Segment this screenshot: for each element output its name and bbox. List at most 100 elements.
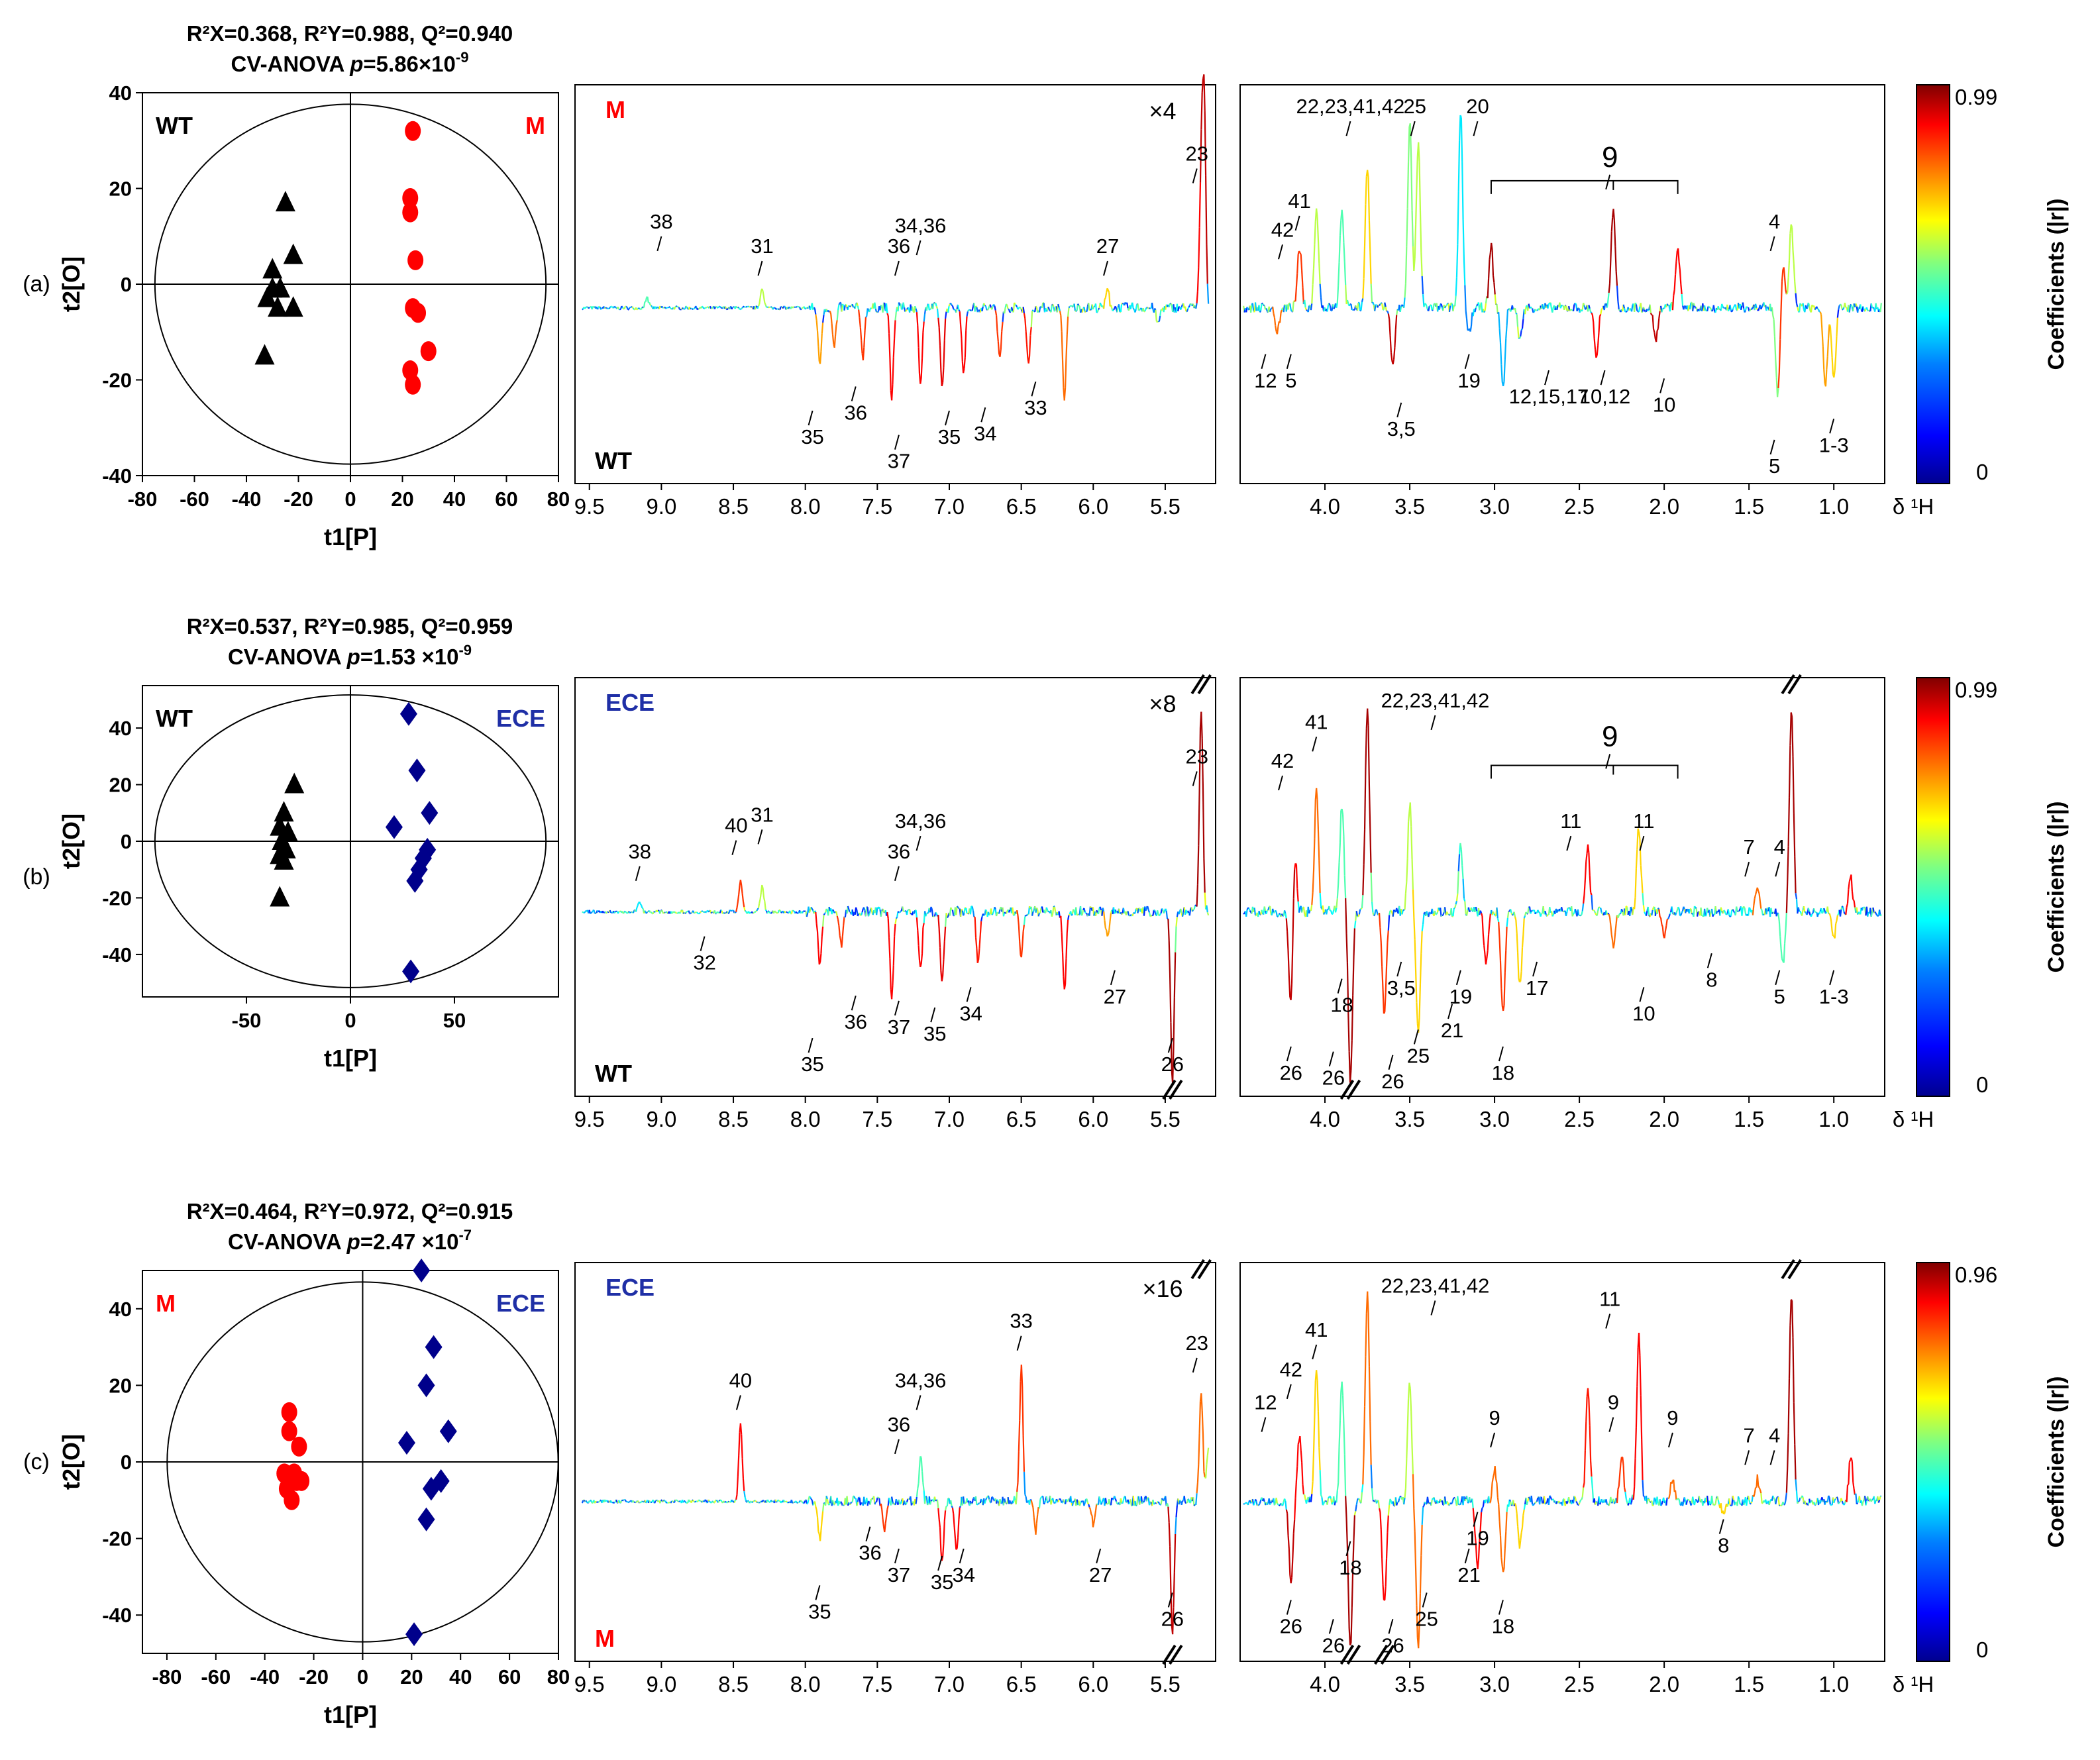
spectrum-segment [806,913,809,917]
spectrum-segment [829,311,832,315]
axis-break-mark [1339,1079,1355,1100]
score-ylabel: t2[O] [58,813,85,869]
spectrum-segment [1571,906,1573,917]
spectrum-segment [1397,1498,1400,1503]
spectrum-segment [1061,932,1064,953]
ppm-tick-label: 9.0 [646,494,676,519]
spectrum-segment [1031,1504,1034,1508]
peak-annotation: 37 [888,450,910,473]
spectrum-segment [1544,1502,1547,1505]
spectrum-segment [1506,917,1509,927]
spectrum-segment [1746,306,1748,309]
spectrum-segment [867,913,870,917]
spectrum-segment [584,307,587,309]
spectrum-segment [813,307,815,309]
spectrum-segment [854,303,857,309]
spectrum-segment [1831,931,1834,937]
spectrum-segment [1630,1502,1633,1505]
spectrum-segment [992,911,995,914]
spectrum-segment [1356,303,1359,311]
spectrum-segment [1673,1479,1675,1492]
spectrum-segment [1732,909,1735,912]
spectrum-segment [1726,1503,1729,1507]
spectrum-segment [703,911,706,913]
spectrum-segment [878,1496,880,1499]
spectrum-segment [1017,1451,1020,1483]
spectrum-segment [1263,1498,1265,1502]
spectrum-segment [1382,1584,1385,1600]
spectrum-segment [1693,906,1696,917]
spectrum-segment [666,1502,668,1504]
axis-break-mark [1787,674,1802,695]
annotation-leader [1829,418,1835,434]
spectrum-segment [1793,264,1796,282]
loadings-top-group: M [605,96,625,123]
spectrum-segment [1179,1499,1182,1502]
spectrum-segment [1145,907,1148,911]
spectrum-segment [1752,905,1755,915]
spectrum-segment [1206,1455,1208,1465]
spectrum-segment [976,948,978,963]
spectrum-segment [1173,998,1175,1049]
spectrum-segment [1797,1501,1799,1504]
group-label-left: M [156,1290,176,1317]
annotation-leader [1744,861,1750,877]
spectrum-segment [823,913,825,915]
ppm-tick-label: 3.5 [1394,1672,1425,1696]
spectrum-segment [1799,910,1802,914]
spectrum-segment [1409,1388,1412,1412]
spectrum-segment [863,331,866,348]
spectrum-segment [1638,1333,1641,1356]
spectrum-segment [1368,785,1371,829]
spectrum-segment [1817,309,1820,312]
peak-annotation: 22,23,41,42 [1381,689,1490,712]
spectrum-segment [971,306,974,311]
spectrum-segment [1066,1500,1069,1502]
spectrum-segment [1477,1559,1480,1570]
spectrum-segment [905,1502,908,1505]
spectrum-segment [874,302,876,309]
spectrum-segment [929,1500,932,1505]
spectrum-segment [1514,916,1517,921]
spectrum-segment [1412,1474,1415,1509]
spectrum-segment [1462,219,1465,260]
spectrum-segment [1648,309,1650,311]
spectrum-segment [1200,92,1203,130]
axis-break-mark [1190,674,1205,695]
spectrum-segment [1296,254,1299,274]
spectrum-segment [741,885,743,894]
spectrum-segment [643,301,646,308]
colorbar-min: 0 [1976,460,1988,484]
spectrum-segment [1481,1508,1483,1513]
spectrum-segment [1118,304,1121,313]
spectrum-segment [1513,911,1516,917]
peak-annotation: 23 [1186,1331,1208,1355]
spectrum-segment [717,306,720,309]
spectrum-segment [980,1498,983,1502]
spectrum-segment [1834,356,1837,371]
spectrum-segment [666,307,668,309]
spectrum-segment [1108,921,1111,931]
spectrum-segment [1463,898,1466,902]
spectrum-segment [672,1500,674,1503]
peak-annotation: 27 [1089,1563,1112,1586]
spectrum-segment [894,320,896,338]
peak-annotation: 10 [1632,1002,1655,1025]
annotation-leader [1192,1357,1198,1373]
spectrum-segment [1016,1482,1019,1492]
spectrum-segment [1664,925,1667,931]
spectrum-segment [634,1501,637,1504]
spectrum-segment [1390,910,1393,913]
peak-annotation: 26 [1322,1633,1345,1657]
spectrum-segment [1679,914,1681,917]
spectrum-segment [937,317,940,328]
spectrum-segment [980,917,983,921]
spectrum-segment [629,911,631,914]
spectrum-segment [1411,210,1414,246]
spectrum-segment [1285,1500,1287,1510]
spectrum-segment [1659,1499,1662,1506]
score-xtick-label: 40 [443,488,466,511]
spectrum-segment [961,908,963,911]
loadings-left-frame [574,677,1216,1097]
spectrum-segment [1644,309,1646,313]
